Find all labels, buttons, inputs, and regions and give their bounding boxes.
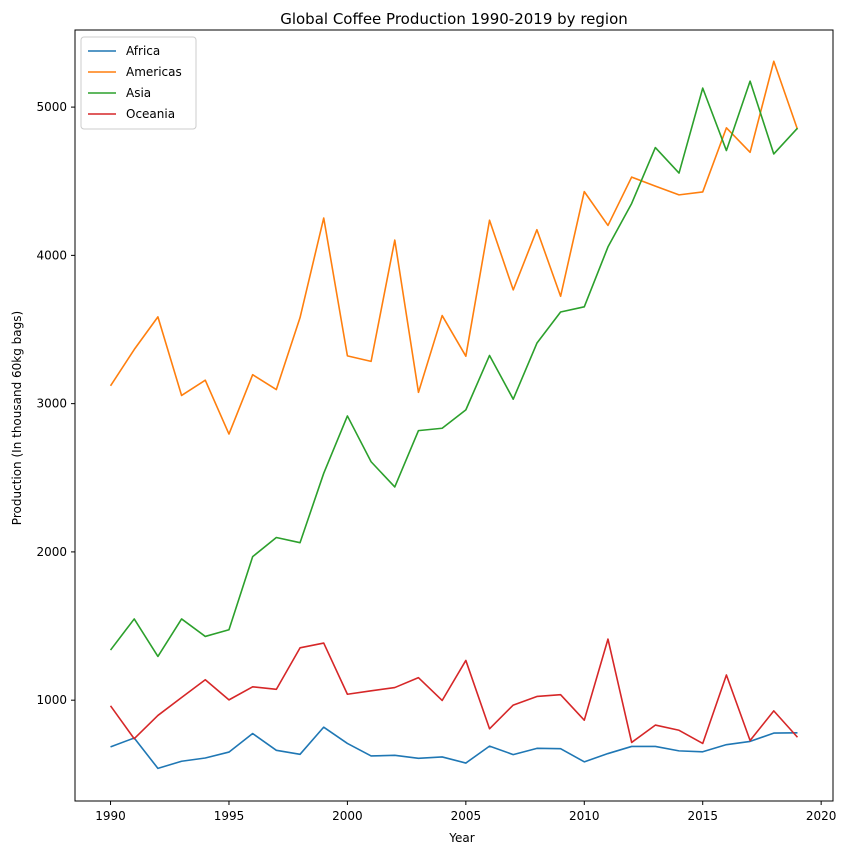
y-tick-label: 2000 <box>36 545 67 559</box>
y-tick-label: 5000 <box>36 100 67 114</box>
x-tick-label: 2015 <box>687 809 718 823</box>
x-axis-label: Year <box>448 831 474 845</box>
legend-label-africa: Africa <box>126 44 160 58</box>
legend-frame <box>80 36 197 130</box>
chart-title: Global Coffee Production 1990-2019 by re… <box>280 10 628 28</box>
series-line-oceania <box>109 638 799 745</box>
series-line-asia <box>109 80 799 658</box>
y-axis: 1000 2000 3000 4000 5000 <box>36 100 75 707</box>
legend-label-oceania: Oceania <box>126 107 175 121</box>
y-tick-label: 1000 <box>36 693 67 707</box>
series-lines <box>109 60 799 770</box>
x-tick-label: 1990 <box>95 809 126 823</box>
series-line-americas <box>109 60 799 435</box>
legend-label-asia: Asia <box>126 86 151 100</box>
series-line-africa <box>110 726 798 770</box>
legend: Africa Americas Asia Oceania <box>80 36 197 130</box>
x-tick-label: 2005 <box>451 809 482 823</box>
y-tick-label: 3000 <box>36 397 67 411</box>
x-tick-label: 1995 <box>214 809 245 823</box>
x-tick-label: 2010 <box>569 809 600 823</box>
x-axis: 1990 1995 2000 2005 2010 2015 2020 <box>95 801 836 823</box>
plot-area <box>74 29 834 802</box>
y-tick-label: 4000 <box>36 248 67 262</box>
legend-label-americas: Americas <box>126 65 182 79</box>
x-tick-label: 2020 <box>806 809 837 823</box>
x-tick-label: 2000 <box>332 809 363 823</box>
y-axis-label: Production (In thousand 60kg bags) <box>10 311 24 525</box>
